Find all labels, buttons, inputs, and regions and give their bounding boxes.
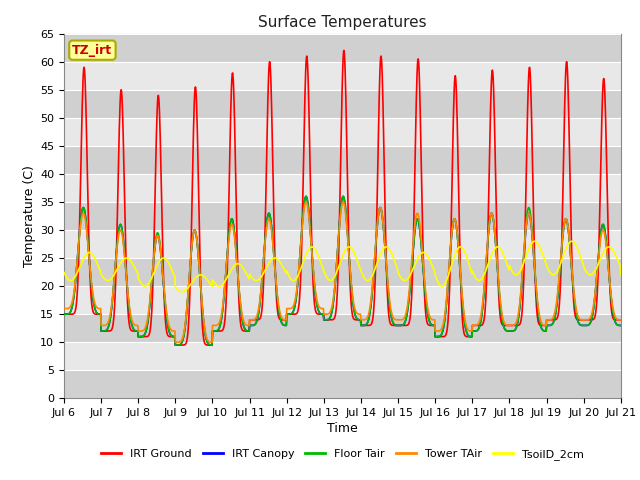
IRT Canopy (184, 301, 191, 307)
Floor Tair (429, 323, 436, 328)
IRT Canopy (568, 271, 576, 277)
Line: Tower TAir: Tower TAir (64, 202, 621, 342)
Floor Tair (292, 293, 300, 299)
Floor Tair (302, 193, 310, 199)
IRT Ground (172, 342, 180, 348)
Bar (64, 90, 621, 118)
X-axis label: Time: Time (327, 422, 358, 435)
Tower TAir (429, 317, 436, 323)
Floor Tair (279, 322, 287, 327)
TsoilD_2cm (292, 276, 300, 281)
Line: IRT Canopy: IRT Canopy (64, 196, 621, 345)
TsoilD_2cm (60, 270, 68, 276)
Bar (64, 34, 621, 61)
TsoilD_2cm (178, 289, 186, 295)
Floor Tair (617, 323, 625, 328)
IRT Ground (520, 264, 528, 270)
IRT Ground (568, 263, 576, 268)
TsoilD_2cm (531, 239, 538, 244)
Line: Floor Tair: Floor Tair (64, 196, 621, 345)
Tower TAir (617, 317, 625, 323)
IRT Ground (184, 335, 191, 340)
IRT Canopy (60, 312, 68, 317)
TsoilD_2cm (428, 263, 436, 268)
TsoilD_2cm (184, 286, 191, 291)
Y-axis label: Temperature (C): Temperature (C) (23, 165, 36, 267)
Tower TAir (279, 316, 287, 322)
Tower TAir (302, 199, 310, 205)
IRT Ground (279, 317, 287, 323)
TsoilD_2cm (568, 239, 576, 244)
Tower TAir (172, 339, 180, 345)
Bar (64, 146, 621, 174)
IRT Canopy (429, 323, 436, 328)
Title: Surface Temperatures: Surface Temperatures (258, 15, 427, 30)
Tower TAir (184, 299, 191, 305)
TsoilD_2cm (520, 260, 527, 265)
IRT Canopy (292, 293, 300, 299)
Floor Tair (520, 245, 528, 251)
Tower TAir (60, 306, 68, 312)
TsoilD_2cm (617, 272, 625, 278)
Bar (64, 202, 621, 230)
Tower TAir (520, 247, 528, 252)
IRT Canopy (617, 323, 625, 328)
IRT Canopy (520, 249, 528, 254)
Tower TAir (568, 268, 576, 274)
IRT Ground (429, 323, 436, 328)
Floor Tair (568, 271, 576, 277)
IRT Ground (292, 311, 300, 317)
IRT Canopy (279, 322, 287, 327)
IRT Ground (617, 317, 625, 323)
Bar (64, 314, 621, 342)
Bar (64, 371, 621, 398)
Floor Tair (172, 342, 180, 348)
Legend: IRT Ground, IRT Canopy, Floor Tair, Tower TAir, TsoilD_2cm: IRT Ground, IRT Canopy, Floor Tair, Towe… (97, 444, 588, 464)
IRT Ground (60, 312, 68, 317)
Floor Tair (184, 301, 191, 307)
TsoilD_2cm (279, 264, 287, 270)
Bar (64, 258, 621, 286)
Tower TAir (292, 289, 300, 295)
Line: TsoilD_2cm: TsoilD_2cm (64, 241, 621, 292)
Floor Tair (60, 312, 68, 317)
Text: TZ_irt: TZ_irt (72, 44, 113, 57)
IRT Canopy (172, 342, 180, 348)
IRT Ground (340, 48, 348, 53)
IRT Canopy (302, 193, 310, 199)
Line: IRT Ground: IRT Ground (64, 50, 621, 345)
